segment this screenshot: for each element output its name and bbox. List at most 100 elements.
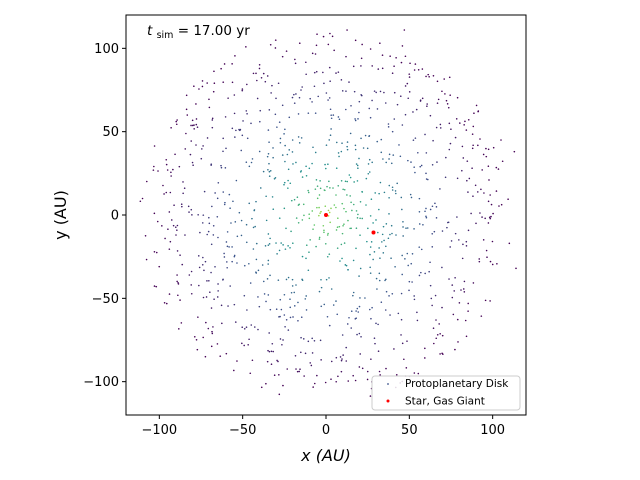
disk-particle — [144, 234, 147, 237]
disk-particle — [478, 260, 481, 263]
disk-particle — [379, 90, 382, 93]
disk-particle — [330, 288, 333, 290]
disk-particle — [248, 165, 251, 168]
disk-particle — [366, 147, 369, 150]
disk-particle — [418, 197, 421, 200]
disk-particle — [202, 214, 205, 216]
disk-particle — [281, 343, 283, 346]
disk-particle — [326, 234, 329, 236]
disk-particle — [241, 88, 244, 90]
disk-particle — [292, 163, 294, 165]
disk-particle — [179, 299, 181, 301]
disk-particle — [346, 145, 348, 148]
disk-particle — [375, 91, 377, 94]
disk-particle — [250, 161, 253, 164]
disk-particle — [258, 67, 261, 70]
disk-particle — [369, 246, 372, 248]
disk-particle — [297, 113, 300, 115]
disk-particle — [394, 265, 396, 268]
disk-particle — [269, 237, 271, 240]
disk-particle — [323, 229, 325, 232]
disk-particle — [349, 176, 352, 179]
disk-particle — [454, 232, 457, 235]
disk-particle — [465, 129, 468, 131]
x-tick-label: −100 — [141, 423, 177, 438]
disk-particle — [358, 332, 361, 335]
disk-particle — [482, 239, 485, 241]
disk-particle — [228, 193, 231, 196]
disk-particle — [467, 310, 469, 312]
disk-particle — [243, 344, 245, 347]
disk-particle — [444, 93, 446, 95]
disk-particle — [255, 72, 257, 75]
disk-particle — [507, 198, 509, 201]
disk-particle — [268, 162, 270, 165]
disk-particle — [222, 150, 224, 153]
x-tick-label: −50 — [229, 423, 256, 438]
disk-particle — [274, 113, 277, 116]
disk-particle — [274, 47, 277, 49]
disk-particle — [317, 95, 320, 98]
disk-particle — [467, 229, 470, 232]
disk-particle — [325, 278, 328, 281]
disk-particle — [255, 242, 258, 245]
disk-particle — [267, 294, 270, 296]
disk-particle — [311, 352, 314, 354]
disk-particle — [382, 252, 385, 254]
disk-particle — [234, 321, 237, 323]
disk-particle — [359, 217, 361, 220]
disk-particle — [462, 243, 464, 246]
disk-particle — [248, 338, 250, 341]
disk-particle — [335, 72, 337, 74]
disk-particle — [372, 222, 374, 224]
disk-particle — [325, 167, 327, 170]
disk-particle — [291, 285, 294, 287]
disk-particle — [369, 116, 372, 119]
disk-particle — [475, 104, 478, 107]
disk-particle — [421, 68, 424, 70]
disk-particle — [416, 319, 419, 322]
disk-particle — [181, 205, 183, 208]
disk-particle — [268, 141, 270, 143]
disk-particle — [329, 187, 331, 189]
disk-particle — [368, 171, 371, 173]
time-annotation: t sim = 17.00 yr — [147, 23, 250, 42]
disk-particle — [196, 126, 199, 128]
disk-particle — [489, 300, 491, 302]
disk-particle — [210, 243, 213, 246]
disk-particle — [162, 184, 164, 187]
disk-particle — [219, 355, 222, 357]
disk-particle — [373, 251, 376, 253]
disk-particle — [419, 100, 422, 102]
disk-particle — [451, 296, 454, 299]
disk-particle — [360, 137, 362, 140]
disk-particle — [349, 195, 351, 197]
disk-particle — [414, 137, 417, 139]
disk-particle — [213, 82, 216, 85]
disk-particle — [378, 272, 381, 275]
disk-particle — [365, 177, 368, 180]
disk-particle — [265, 382, 267, 385]
disk-particle — [207, 327, 210, 330]
disk-particle — [169, 240, 172, 243]
disk-particle — [253, 326, 256, 328]
disk-particle — [449, 142, 452, 145]
disk-particle — [325, 144, 328, 146]
disk-particle — [286, 368, 289, 370]
disk-particle — [417, 372, 420, 375]
disk-particle — [290, 291, 293, 294]
disk-particle — [311, 52, 314, 55]
disk-particle — [312, 386, 314, 388]
disk-particle — [425, 152, 428, 154]
disk-particle — [496, 262, 498, 265]
disk-particle — [336, 226, 339, 228]
disk-particle — [369, 253, 371, 256]
disk-particle — [375, 219, 377, 221]
disk-particle — [168, 248, 171, 250]
disk-particle — [303, 214, 305, 217]
disk-particle — [461, 257, 464, 260]
disk-particle — [328, 324, 331, 327]
disk-particle — [175, 120, 178, 123]
disk-particle — [209, 291, 211, 293]
disk-particle — [420, 271, 422, 274]
